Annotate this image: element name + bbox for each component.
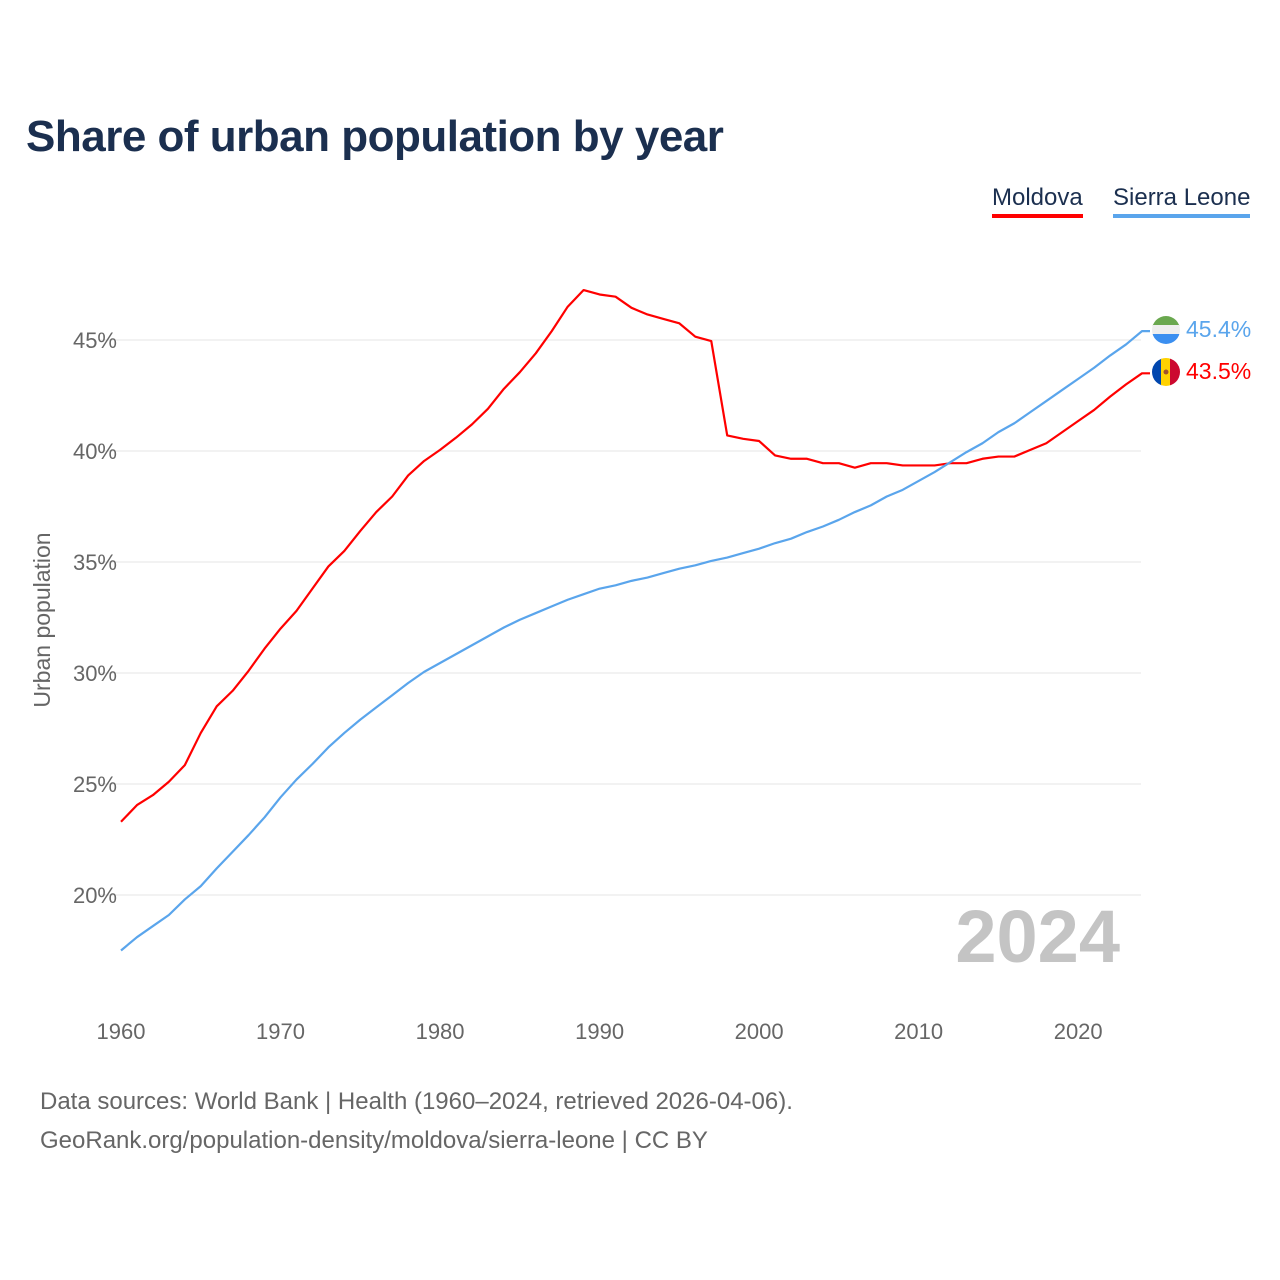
y-axis-label: Urban population — [29, 532, 55, 707]
y-tick-label: 30% — [73, 661, 117, 686]
x-tick-label: 1960 — [97, 1019, 146, 1044]
sierra-leone-end-label: 45.4% — [1186, 316, 1251, 342]
chart-title: Share of urban population by year — [26, 112, 724, 161]
footer-link[interactable]: GeoRank.org/population-density/moldova/s… — [40, 1127, 708, 1154]
x-tick-label: 2010 — [894, 1019, 943, 1044]
y-tick-label: 40% — [73, 439, 117, 464]
y-tick-label: 25% — [73, 772, 117, 797]
year-watermark: 2024 — [955, 895, 1120, 978]
x-tick-label: 2020 — [1054, 1019, 1103, 1044]
series-line-moldova[interactable] — [120, 288, 1150, 823]
x-tick-label: 1970 — [256, 1019, 305, 1044]
y-tick-label: 20% — [73, 883, 117, 908]
x-tick-label: 1990 — [575, 1019, 624, 1044]
y-tick-label: 45% — [73, 328, 117, 353]
legend-sierra-leone[interactable]: Sierra Leone — [1113, 184, 1251, 218]
moldova-flag-icon — [1152, 358, 1180, 386]
sierra-leone-flag-icon — [1152, 316, 1180, 344]
x-tick-label: 1980 — [416, 1019, 465, 1044]
footer-sources: Data sources: World Bank | Health (1960–… — [40, 1088, 793, 1115]
x-tick-label: 2000 — [735, 1019, 784, 1044]
legend-moldova[interactable]: Moldova — [992, 184, 1083, 218]
moldova-end-label: 43.5% — [1186, 358, 1251, 384]
y-tick-label: 35% — [73, 550, 117, 575]
series-line-sierra-leone[interactable] — [120, 330, 1150, 952]
